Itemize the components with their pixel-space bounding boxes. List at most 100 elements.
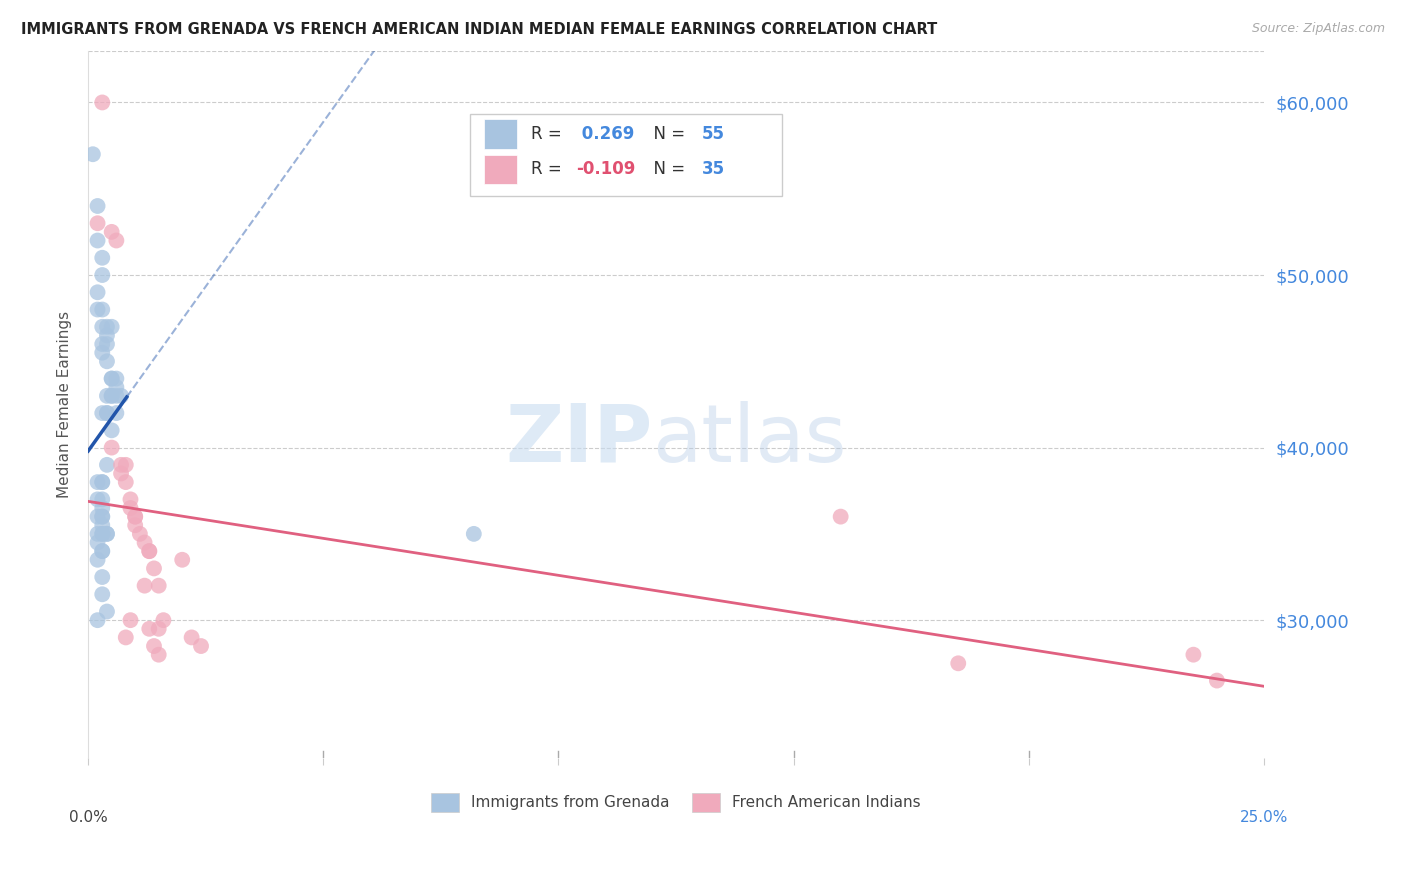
Point [86, 553, 108, 567]
Point [86, 613, 108, 627]
Point [91, 527, 114, 541]
Text: 25.0%: 25.0% [1240, 810, 1288, 825]
Text: ZIP: ZIP [505, 401, 652, 479]
Text: 35: 35 [702, 161, 725, 178]
Point [91, 302, 114, 317]
Point [105, 389, 128, 403]
Text: Source: ZipAtlas.com: Source: ZipAtlas.com [1251, 22, 1385, 36]
Bar [485, 154, 517, 185]
Text: 0.0%: 0.0% [69, 810, 107, 825]
Point [91, 475, 114, 489]
Point [1206, 673, 1229, 688]
Point [190, 639, 212, 653]
Point [148, 579, 170, 593]
Point [86, 475, 108, 489]
Point [830, 509, 852, 524]
Point [91, 319, 114, 334]
Point [96, 605, 118, 619]
Point [86, 527, 108, 541]
Point [91, 544, 114, 558]
Point [172, 553, 194, 567]
Point [134, 535, 156, 549]
Point [138, 544, 160, 558]
Point [124, 518, 146, 533]
Text: R =: R = [531, 161, 568, 178]
Text: N =: N = [643, 125, 690, 143]
Bar [485, 119, 517, 149]
Point [91, 509, 114, 524]
Point [100, 389, 122, 403]
Point [91, 509, 114, 524]
Point [91, 345, 114, 359]
Point [463, 527, 485, 541]
Text: R =: R = [531, 125, 568, 143]
Point [91, 587, 114, 601]
Point [86, 509, 108, 524]
Point [91, 570, 114, 584]
Point [96, 527, 118, 541]
Point [96, 458, 118, 472]
Point [91, 544, 114, 558]
Point [114, 458, 136, 472]
Point [96, 337, 118, 351]
Text: 55: 55 [702, 125, 725, 143]
Point [91, 475, 114, 489]
Point [110, 458, 132, 472]
Point [100, 441, 122, 455]
Point [152, 613, 174, 627]
Point [100, 371, 122, 385]
Text: 0.269: 0.269 [576, 125, 634, 143]
Text: IMMIGRANTS FROM GRENADA VS FRENCH AMERICAN INDIAN MEDIAN FEMALE EARNINGS CORRELA: IMMIGRANTS FROM GRENADA VS FRENCH AMERIC… [21, 22, 938, 37]
Point [96, 389, 118, 403]
Point [91, 95, 114, 110]
Point [128, 527, 150, 541]
Point [105, 406, 128, 420]
Point [100, 389, 122, 403]
Text: atlas: atlas [652, 401, 846, 479]
Point [96, 406, 118, 420]
Point [91, 337, 114, 351]
Text: -0.109: -0.109 [576, 161, 636, 178]
Point [96, 319, 118, 334]
Point [86, 285, 108, 300]
Point [105, 234, 128, 248]
Legend: Immigrants from Grenada, French American Indians: Immigrants from Grenada, French American… [425, 787, 927, 818]
Point [91, 501, 114, 516]
Point [91, 268, 114, 282]
Point [120, 501, 142, 516]
Point [96, 527, 118, 541]
Point [100, 423, 122, 437]
Point [180, 631, 202, 645]
Point [134, 579, 156, 593]
Point [948, 657, 970, 671]
Point [114, 475, 136, 489]
Point [120, 613, 142, 627]
Point [96, 354, 118, 368]
Point [96, 328, 118, 343]
Point [138, 622, 160, 636]
Point [114, 631, 136, 645]
Point [86, 492, 108, 507]
Point [91, 492, 114, 507]
Point [91, 251, 114, 265]
Point [91, 527, 114, 541]
Point [86, 234, 108, 248]
Point [105, 371, 128, 385]
Point [86, 535, 108, 549]
Point [91, 518, 114, 533]
Point [1182, 648, 1205, 662]
Point [143, 561, 166, 575]
Point [82, 147, 104, 161]
Point [124, 509, 146, 524]
Point [120, 492, 142, 507]
Point [100, 319, 122, 334]
Point [96, 406, 118, 420]
Point [86, 199, 108, 213]
Point [100, 225, 122, 239]
FancyBboxPatch shape [470, 114, 782, 195]
Point [105, 380, 128, 394]
Point [148, 622, 170, 636]
Y-axis label: Median Female Earnings: Median Female Earnings [58, 311, 72, 498]
Text: N =: N = [643, 161, 690, 178]
Point [110, 389, 132, 403]
